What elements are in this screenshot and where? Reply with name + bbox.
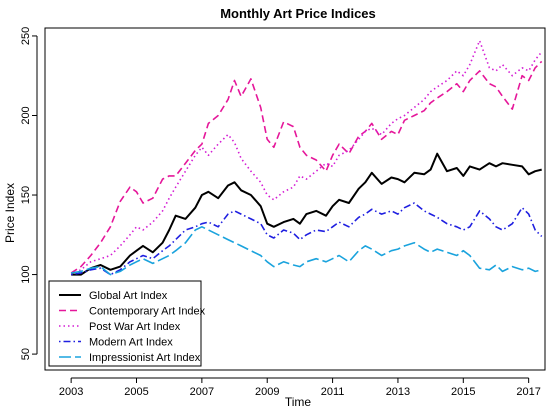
series-line-global-art-index: [71, 152, 542, 276]
y-tick-label: 100: [20, 265, 32, 283]
x-tick-label: 2009: [255, 386, 279, 398]
x-tick-label: 2013: [386, 386, 410, 398]
series-line-contemporary-art-index: [70, 60, 543, 274]
series-layer: [70, 39, 543, 276]
y-tick-label: 250: [20, 27, 32, 45]
x-tick-label: 2011: [321, 386, 345, 398]
legend-label: Contemporary Art Index: [89, 306, 206, 318]
y-axis: 50 100 150 200 250: [20, 27, 38, 360]
series-line-modern-art-index: [70, 202, 543, 276]
y-tick-label: 50: [20, 348, 32, 360]
legend-label: Global Art Index: [89, 290, 168, 302]
chart-title: Monthly Art Price Indices: [220, 6, 376, 21]
plot-frame: [44, 27, 546, 371]
series-line-impressionist-art-index: [70, 226, 542, 276]
x-tick-label: 2003: [59, 386, 83, 398]
x-tick-label: 2015: [451, 386, 475, 398]
legend-label: Modern Art Index: [89, 337, 173, 349]
y-axis-title: Price Index: [3, 183, 17, 243]
series-line-post-war-art-index: [70, 39, 543, 276]
x-axis-title: Time: [285, 395, 312, 409]
legend: Global Art Index Contemporary Art Index Po…: [48, 280, 206, 367]
legend-label: Post War Art Index: [89, 321, 181, 333]
x-tick-label: 2017: [516, 386, 540, 398]
y-tick-label: 150: [20, 186, 32, 204]
y-tick-label: 200: [20, 106, 32, 124]
x-tick-label: 2007: [190, 386, 214, 398]
x-axis: 2003 2005 2007 2009 2011 2013 2015 2017: [59, 377, 541, 398]
legend-label: Impressionist Art Index: [89, 352, 201, 364]
x-tick-label: 2005: [124, 386, 148, 398]
